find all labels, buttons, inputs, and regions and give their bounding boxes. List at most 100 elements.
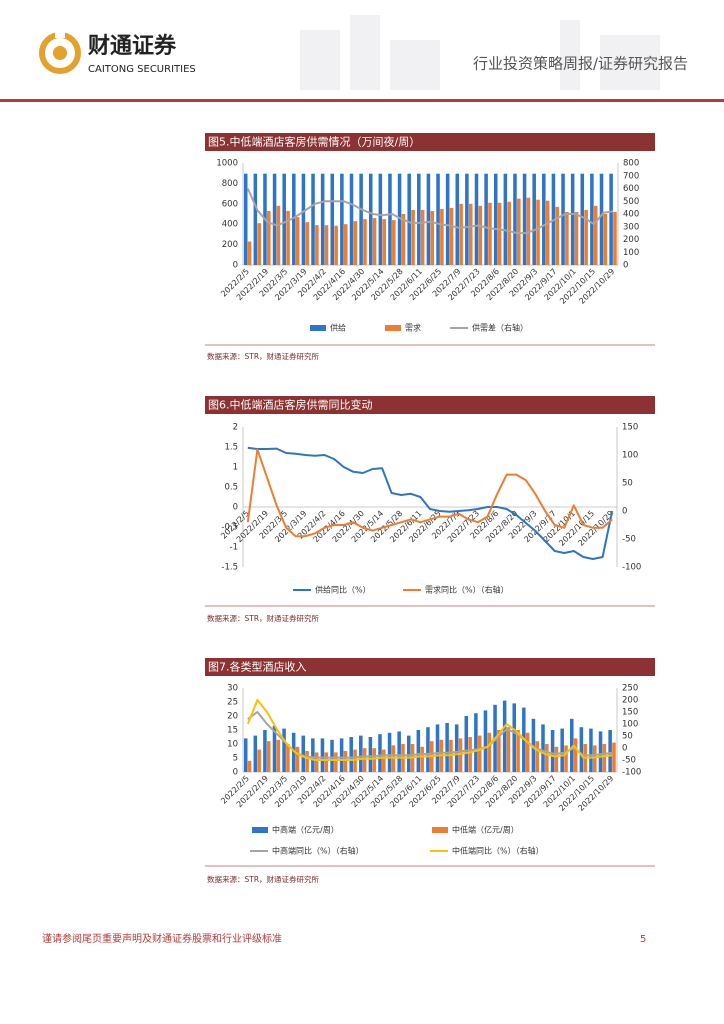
bar bbox=[301, 173, 306, 265]
bar bbox=[542, 173, 546, 265]
legend-label: 中低端同比（%）（右轴） bbox=[452, 846, 544, 856]
figure-source: 数据来源：STR，财通证券研究所 bbox=[207, 874, 320, 884]
bar bbox=[570, 718, 574, 772]
bar bbox=[535, 741, 540, 772]
line bbox=[246, 188, 614, 235]
bar bbox=[497, 202, 502, 265]
bar bbox=[589, 728, 593, 772]
legend-label: 中高端（亿元/周） bbox=[272, 825, 339, 835]
bar bbox=[503, 173, 508, 265]
line bbox=[247, 711, 613, 759]
bar bbox=[426, 727, 430, 772]
y-tick-label: 20 bbox=[227, 712, 238, 722]
bar bbox=[599, 173, 604, 265]
bar bbox=[401, 214, 406, 265]
bar bbox=[343, 224, 348, 265]
y2-tick-label: 200 bbox=[623, 235, 639, 245]
y2-tick-label: 50 bbox=[622, 479, 633, 489]
skyline bbox=[390, 40, 440, 90]
bar bbox=[276, 205, 281, 265]
bar bbox=[598, 731, 603, 772]
bar bbox=[459, 203, 463, 265]
bar bbox=[382, 219, 386, 265]
y-tick-label: 0 bbox=[233, 261, 238, 271]
bar bbox=[340, 173, 344, 265]
bar bbox=[455, 173, 460, 265]
bar bbox=[468, 737, 472, 772]
bar bbox=[550, 730, 555, 772]
legend-label: 供给同比（%） bbox=[315, 585, 371, 595]
legend-label: 中高端同比（%）（右轴） bbox=[272, 846, 364, 856]
y-tick-label: 800 bbox=[222, 179, 238, 189]
bar bbox=[301, 735, 306, 772]
bar bbox=[315, 225, 319, 265]
bar bbox=[320, 173, 325, 265]
y2-tick-label: 100 bbox=[622, 720, 638, 730]
y2-tick-label: 0 bbox=[622, 744, 627, 754]
skyline bbox=[350, 15, 380, 90]
bar bbox=[454, 724, 459, 772]
bar bbox=[267, 210, 271, 265]
bar bbox=[565, 211, 569, 265]
bar bbox=[464, 716, 469, 772]
bar bbox=[391, 745, 396, 772]
y2-tick-label: 50 bbox=[622, 732, 633, 742]
bar bbox=[613, 211, 617, 265]
bar bbox=[483, 710, 488, 772]
bar bbox=[257, 223, 261, 265]
bar bbox=[372, 218, 377, 265]
y2-tick-label: -100 bbox=[622, 768, 641, 778]
bar bbox=[416, 730, 421, 772]
bar bbox=[392, 220, 396, 265]
bar bbox=[430, 210, 435, 265]
legend-swatch bbox=[310, 325, 326, 331]
bar bbox=[282, 728, 286, 772]
bar bbox=[272, 725, 277, 772]
bar bbox=[253, 173, 258, 265]
bar bbox=[411, 209, 415, 265]
bar bbox=[311, 173, 315, 265]
bar bbox=[305, 751, 309, 772]
y-tick-label: 5 bbox=[233, 754, 238, 764]
bar bbox=[359, 173, 363, 265]
bar bbox=[420, 746, 424, 772]
bar bbox=[311, 738, 315, 772]
y2-tick-label: 500 bbox=[623, 197, 639, 207]
y-tick-label: 25 bbox=[227, 698, 238, 708]
y-tick-label: 600 bbox=[222, 199, 238, 209]
bar bbox=[468, 203, 473, 265]
bar bbox=[609, 173, 613, 265]
bar bbox=[545, 200, 550, 265]
legend-label: 供给 bbox=[330, 323, 346, 333]
y2-tick-label: 0 bbox=[623, 261, 628, 271]
brand: 财通证券 bbox=[88, 33, 177, 59]
figure-source: 数据来源：STR，财通证券研究所 bbox=[207, 613, 320, 623]
bar bbox=[387, 732, 392, 772]
bar bbox=[353, 749, 357, 772]
bar bbox=[349, 737, 353, 772]
bar bbox=[334, 225, 338, 265]
line bbox=[247, 446, 614, 560]
bar bbox=[478, 205, 483, 265]
skyline bbox=[600, 35, 660, 90]
y2-tick-label: 150 bbox=[622, 708, 638, 718]
bar bbox=[484, 173, 488, 265]
bar bbox=[372, 748, 376, 772]
y-tick-label: 1.5 bbox=[224, 443, 238, 453]
bar bbox=[580, 173, 585, 265]
bar bbox=[324, 752, 329, 772]
bar bbox=[243, 173, 248, 265]
bar bbox=[339, 738, 344, 772]
bar bbox=[477, 735, 482, 772]
y-tick-label: 0 bbox=[233, 768, 238, 778]
y-tick-label: -1 bbox=[230, 543, 238, 553]
bar bbox=[435, 724, 440, 772]
bar bbox=[593, 205, 598, 265]
bar bbox=[560, 728, 564, 772]
legend-label: 中低端（亿元/周） bbox=[452, 825, 519, 835]
y2-tick-label: -50 bbox=[622, 756, 636, 766]
line bbox=[246, 699, 613, 761]
bar bbox=[353, 221, 358, 265]
